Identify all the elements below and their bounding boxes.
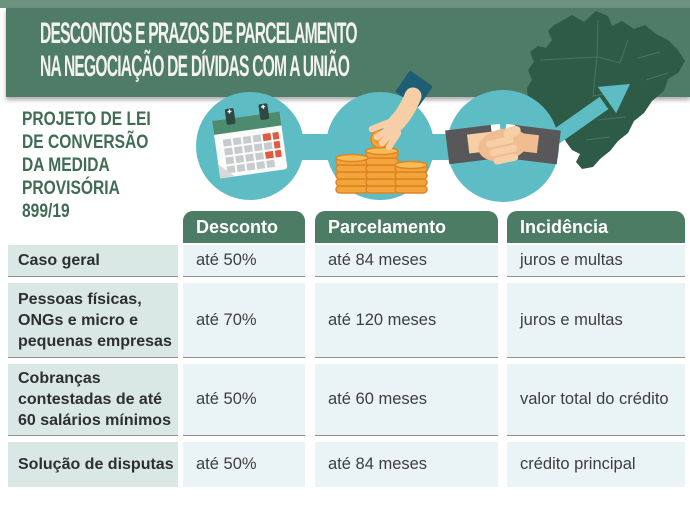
cell-parcelamento-2: até 120 meses — [315, 283, 498, 358]
lead-line-2: DE CONVERSÃO — [22, 132, 149, 153]
cell-parcelamento-4: até 84 meses — [315, 442, 498, 487]
cell-incidencia-2: juros e multas — [507, 283, 685, 358]
cell-parcelamento-3: até 60 meses — [315, 364, 498, 436]
icon-circle-calendar — [196, 92, 304, 200]
lead-line-4: PROVISÓRIA — [22, 178, 120, 199]
column-header-parcelamento: Parcelamento — [315, 211, 498, 243]
lead-line-5: 899/19 — [22, 201, 70, 222]
icon-circle-coins — [326, 92, 434, 200]
page-title: DESCONTOS E PRAZOS DE PARCELAMENTO NA NE… — [40, 17, 358, 83]
cell-incidencia-3: valor total do crédito — [507, 364, 685, 436]
cell-incidencia-1: juros e multas — [507, 245, 685, 277]
row-label-cobrancas-contestadas: Cobranças contestadas de até 60 salários… — [8, 364, 178, 436]
cell-desconto-4: até 50% — [183, 442, 305, 487]
column-header-incidencia: Incidência — [507, 211, 685, 243]
page-title-line2: NA NEGOCIAÇÃO DE DÍVIDAS COM A UNIÃO — [40, 50, 350, 83]
row-label-caso-geral: Caso geral — [8, 245, 178, 277]
page-title-line1: DESCONTOS E PRAZOS DE PARCELAMENTO — [40, 17, 358, 50]
cell-incidencia-4: crédito principal — [507, 442, 685, 487]
connector-bar-1 — [296, 134, 332, 160]
calendar-icon — [196, 92, 304, 200]
icon-circle-handshake — [447, 90, 559, 202]
top-accent-strip — [0, 0, 690, 8]
row-label-pessoas-fisicas: Pessoas físicas, ONGs e micro e pequenas… — [8, 283, 178, 358]
lead-text: PROJETO DE LEI DE CONVERSÃO DA MEDIDA PR… — [22, 108, 151, 223]
column-header-desconto: Desconto — [183, 211, 305, 243]
cell-parcelamento-1: até 84 meses — [315, 245, 498, 277]
cell-desconto-2: até 70% — [183, 283, 305, 358]
row-label-solucao-disputas: Solução de disputas — [8, 442, 178, 487]
cell-desconto-3: até 50% — [183, 364, 305, 436]
cell-desconto-1: até 50% — [183, 245, 305, 277]
lead-line-3: DA MEDIDA — [22, 155, 110, 176]
handshake-icon — [445, 90, 561, 202]
connector-bar-2 — [428, 134, 452, 160]
lead-line-1: PROJETO DE LEI — [22, 109, 151, 130]
